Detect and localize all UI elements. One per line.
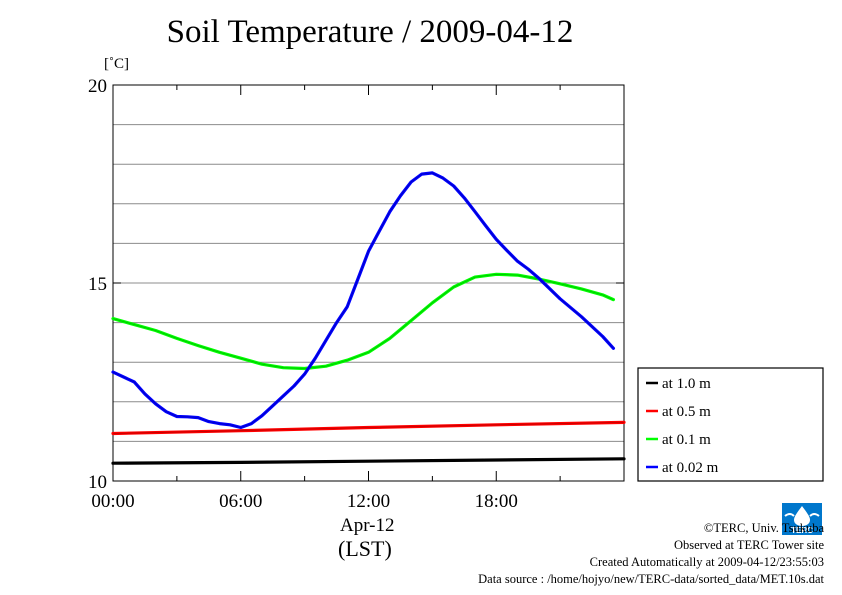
- legend-label-3: at 0.02 m: [662, 460, 719, 476]
- y-tick-label: 10: [88, 472, 107, 493]
- logo-text: TERC: [791, 526, 813, 535]
- legend-label-1: at 0.5 m: [662, 404, 711, 420]
- x-tick-label: 06:00: [219, 491, 262, 512]
- data-source-text: Data source : /home/hojyo/new/TERC-data/…: [478, 572, 824, 586]
- terc-logo: TERC: [782, 503, 822, 535]
- legend-label-0: at 1.0 m: [662, 376, 711, 392]
- series-line-shade-0: [112, 458, 625, 464]
- y-axis-unit: [˚C]: [104, 56, 129, 72]
- series-line-1: [111, 420, 626, 436]
- chart-title: Soil Temperature / 2009-04-12: [166, 14, 574, 50]
- series-line-0: [111, 457, 626, 465]
- created-text: Created Automatically at 2009-04-12/23:5…: [589, 555, 824, 569]
- y-tick-label: 15: [88, 274, 107, 295]
- x-tick-label: 00:00: [91, 491, 134, 512]
- x-axis-timezone-label: (LST): [338, 536, 392, 561]
- series-line-shade-3: [112, 172, 614, 428]
- copyright-text: ©TERC, Univ. Tsukuba: [703, 521, 824, 535]
- x-tick-label: 18:00: [475, 491, 518, 512]
- legend-label-2: at 0.1 m: [662, 432, 711, 448]
- series-line-shade-2: [112, 273, 614, 369]
- y-tick-label: 20: [88, 76, 107, 97]
- series-line-shade-1: [112, 422, 625, 434]
- credits-block: ©TERC, Univ. Tsukuba Observed at TERC To…: [478, 520, 824, 588]
- x-axis-date-label: Apr-12: [340, 515, 395, 536]
- legend-box: [637, 367, 824, 482]
- x-tick-label: 12:00: [347, 491, 390, 512]
- series-line-3: [111, 171, 615, 430]
- observed-text: Observed at TERC Tower site: [673, 538, 824, 552]
